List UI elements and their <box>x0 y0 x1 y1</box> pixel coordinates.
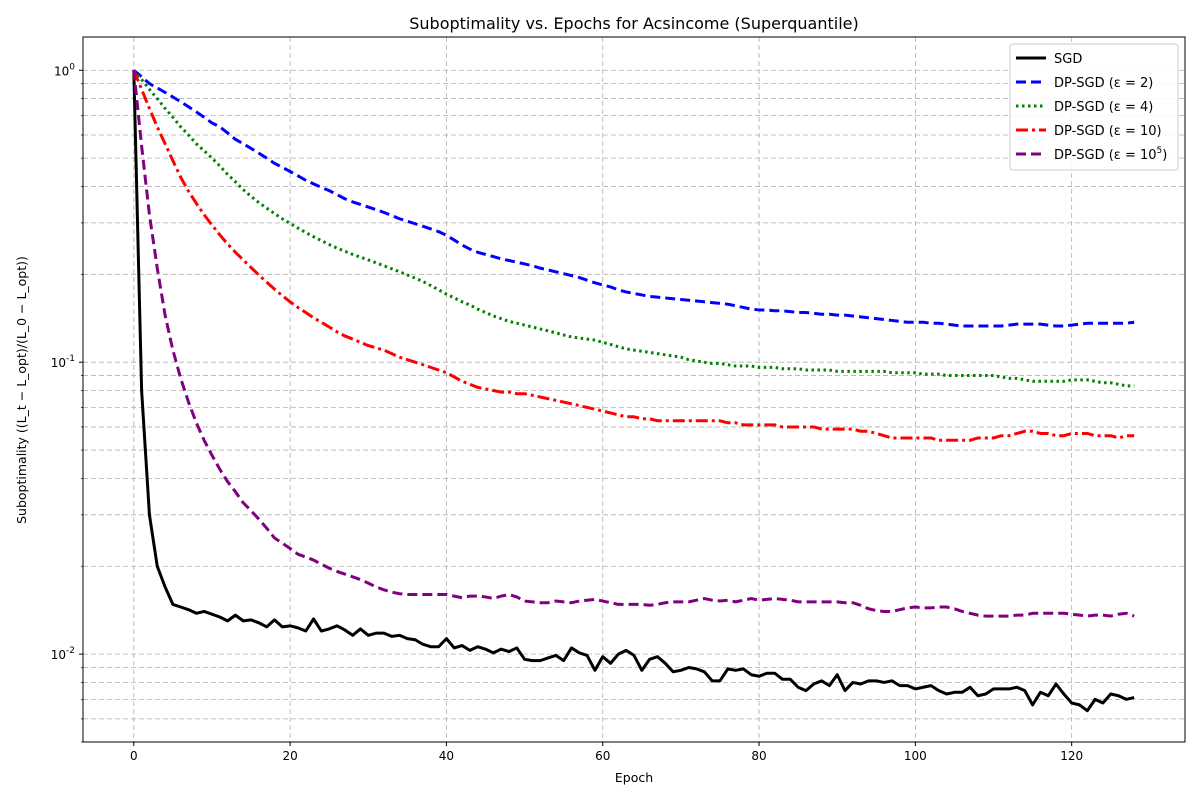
series-line-1 <box>132 69 1135 328</box>
y-tick-label: 10-2 <box>51 646 75 662</box>
legend: SGD DP-SGD (ε = 2) DP-SGD (ε = 4) DP-SGD (ε… <box>1009 43 1179 171</box>
series-line-0 <box>132 70 1135 713</box>
legend-label: DP-SGD (ε = 2) <box>1054 76 1153 91</box>
y-axis-title: Suboptimality ((L_t − L_opt)/(L_0 − L_op… <box>14 256 29 524</box>
series-line-3 <box>132 69 1135 442</box>
axes: 0 20 40 60 80 100 120 10-2 10-1 100 <box>51 62 1083 763</box>
series-layer <box>132 69 1135 713</box>
y-tick-label: 10-1 <box>51 354 75 370</box>
series-line-2 <box>132 69 1135 388</box>
y-tick-label: 100 <box>54 62 75 78</box>
x-tick-label: 80 <box>751 749 766 763</box>
series-line-4 <box>132 70 1135 618</box>
x-tick-label: 100 <box>904 749 927 763</box>
legend-box <box>1009 43 1179 171</box>
x-tick-label: 20 <box>282 749 297 763</box>
x-tick-label: 60 <box>595 749 610 763</box>
legend-label: DP-SGD (ε = 10) <box>1054 124 1162 139</box>
legend-label: DP-SGD (ε = 105) <box>1054 146 1167 163</box>
x-tick-label: 120 <box>1060 749 1083 763</box>
x-tick-label: 0 <box>130 749 138 763</box>
legend-label: DP-SGD (ε = 4) <box>1054 100 1153 115</box>
x-tick-label: 40 <box>439 749 454 763</box>
legend-label: SGD <box>1054 52 1082 67</box>
x-axis-title: Epoch <box>615 770 653 785</box>
chart-title: Suboptimality vs. Epochs for Acsincome (… <box>409 14 859 33</box>
plot-frame <box>82 36 1186 743</box>
